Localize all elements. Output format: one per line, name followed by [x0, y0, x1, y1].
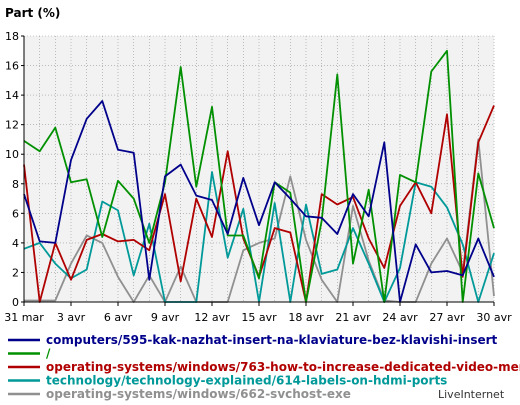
- y-axis-title: Part (%): [5, 6, 60, 20]
- y-tick-label: 14: [5, 89, 19, 102]
- legend-label: operating-systems/windows/662-svchost-ex…: [46, 387, 351, 401]
- x-tick-label: 31 mar: [4, 311, 44, 324]
- legend-label: /: [46, 347, 51, 361]
- y-tick-label: 16: [5, 60, 19, 73]
- liveinternet-brand: LiveInternet: [438, 388, 505, 401]
- y-tick-label: 12: [5, 119, 19, 132]
- x-tick-label: 12 avr: [194, 311, 230, 324]
- legend-label: operating-systems/windows/763-how-to-inc…: [46, 360, 520, 374]
- y-tick-label: 18: [5, 30, 19, 43]
- series-line-2: [23, 49, 495, 303]
- series-line-1: [23, 100, 495, 303]
- y-tick-label: 10: [5, 148, 19, 161]
- axes: 0 2 4 6 8 10 12 14 16 18 31 mar 3 avr 6 avr 9 avr 12 a…: [4, 30, 512, 324]
- y-tick-label: 8: [12, 178, 19, 191]
- x-tick-label: 21 avr: [335, 311, 371, 324]
- y-tick-label: 0: [12, 296, 19, 309]
- x-tick-label: 9 avr: [151, 311, 180, 324]
- y-tick-label: 6: [12, 207, 19, 220]
- x-tick-label: 30 avr: [476, 311, 512, 324]
- legend: computers/595-kak-nazhat-insert-na-klavi…: [8, 333, 520, 401]
- x-tick-label: 24 avr: [382, 311, 418, 324]
- x-tick-label: 6 avr: [104, 311, 133, 324]
- x-tick-label: 3 avr: [57, 311, 86, 324]
- x-tick-label: 27 avr: [429, 311, 465, 324]
- y-tick-label: 4: [12, 237, 19, 250]
- y-tick-label: 2: [12, 266, 19, 279]
- x-tick-label: 15 avr: [241, 311, 277, 324]
- x-tick-label: 18 avr: [288, 311, 324, 324]
- legend-label: computers/595-kak-nazhat-insert-na-klavi…: [46, 333, 498, 347]
- gridlines: [23, 35, 495, 303]
- legend-label: technology/technology-explained/614-labe…: [46, 374, 447, 388]
